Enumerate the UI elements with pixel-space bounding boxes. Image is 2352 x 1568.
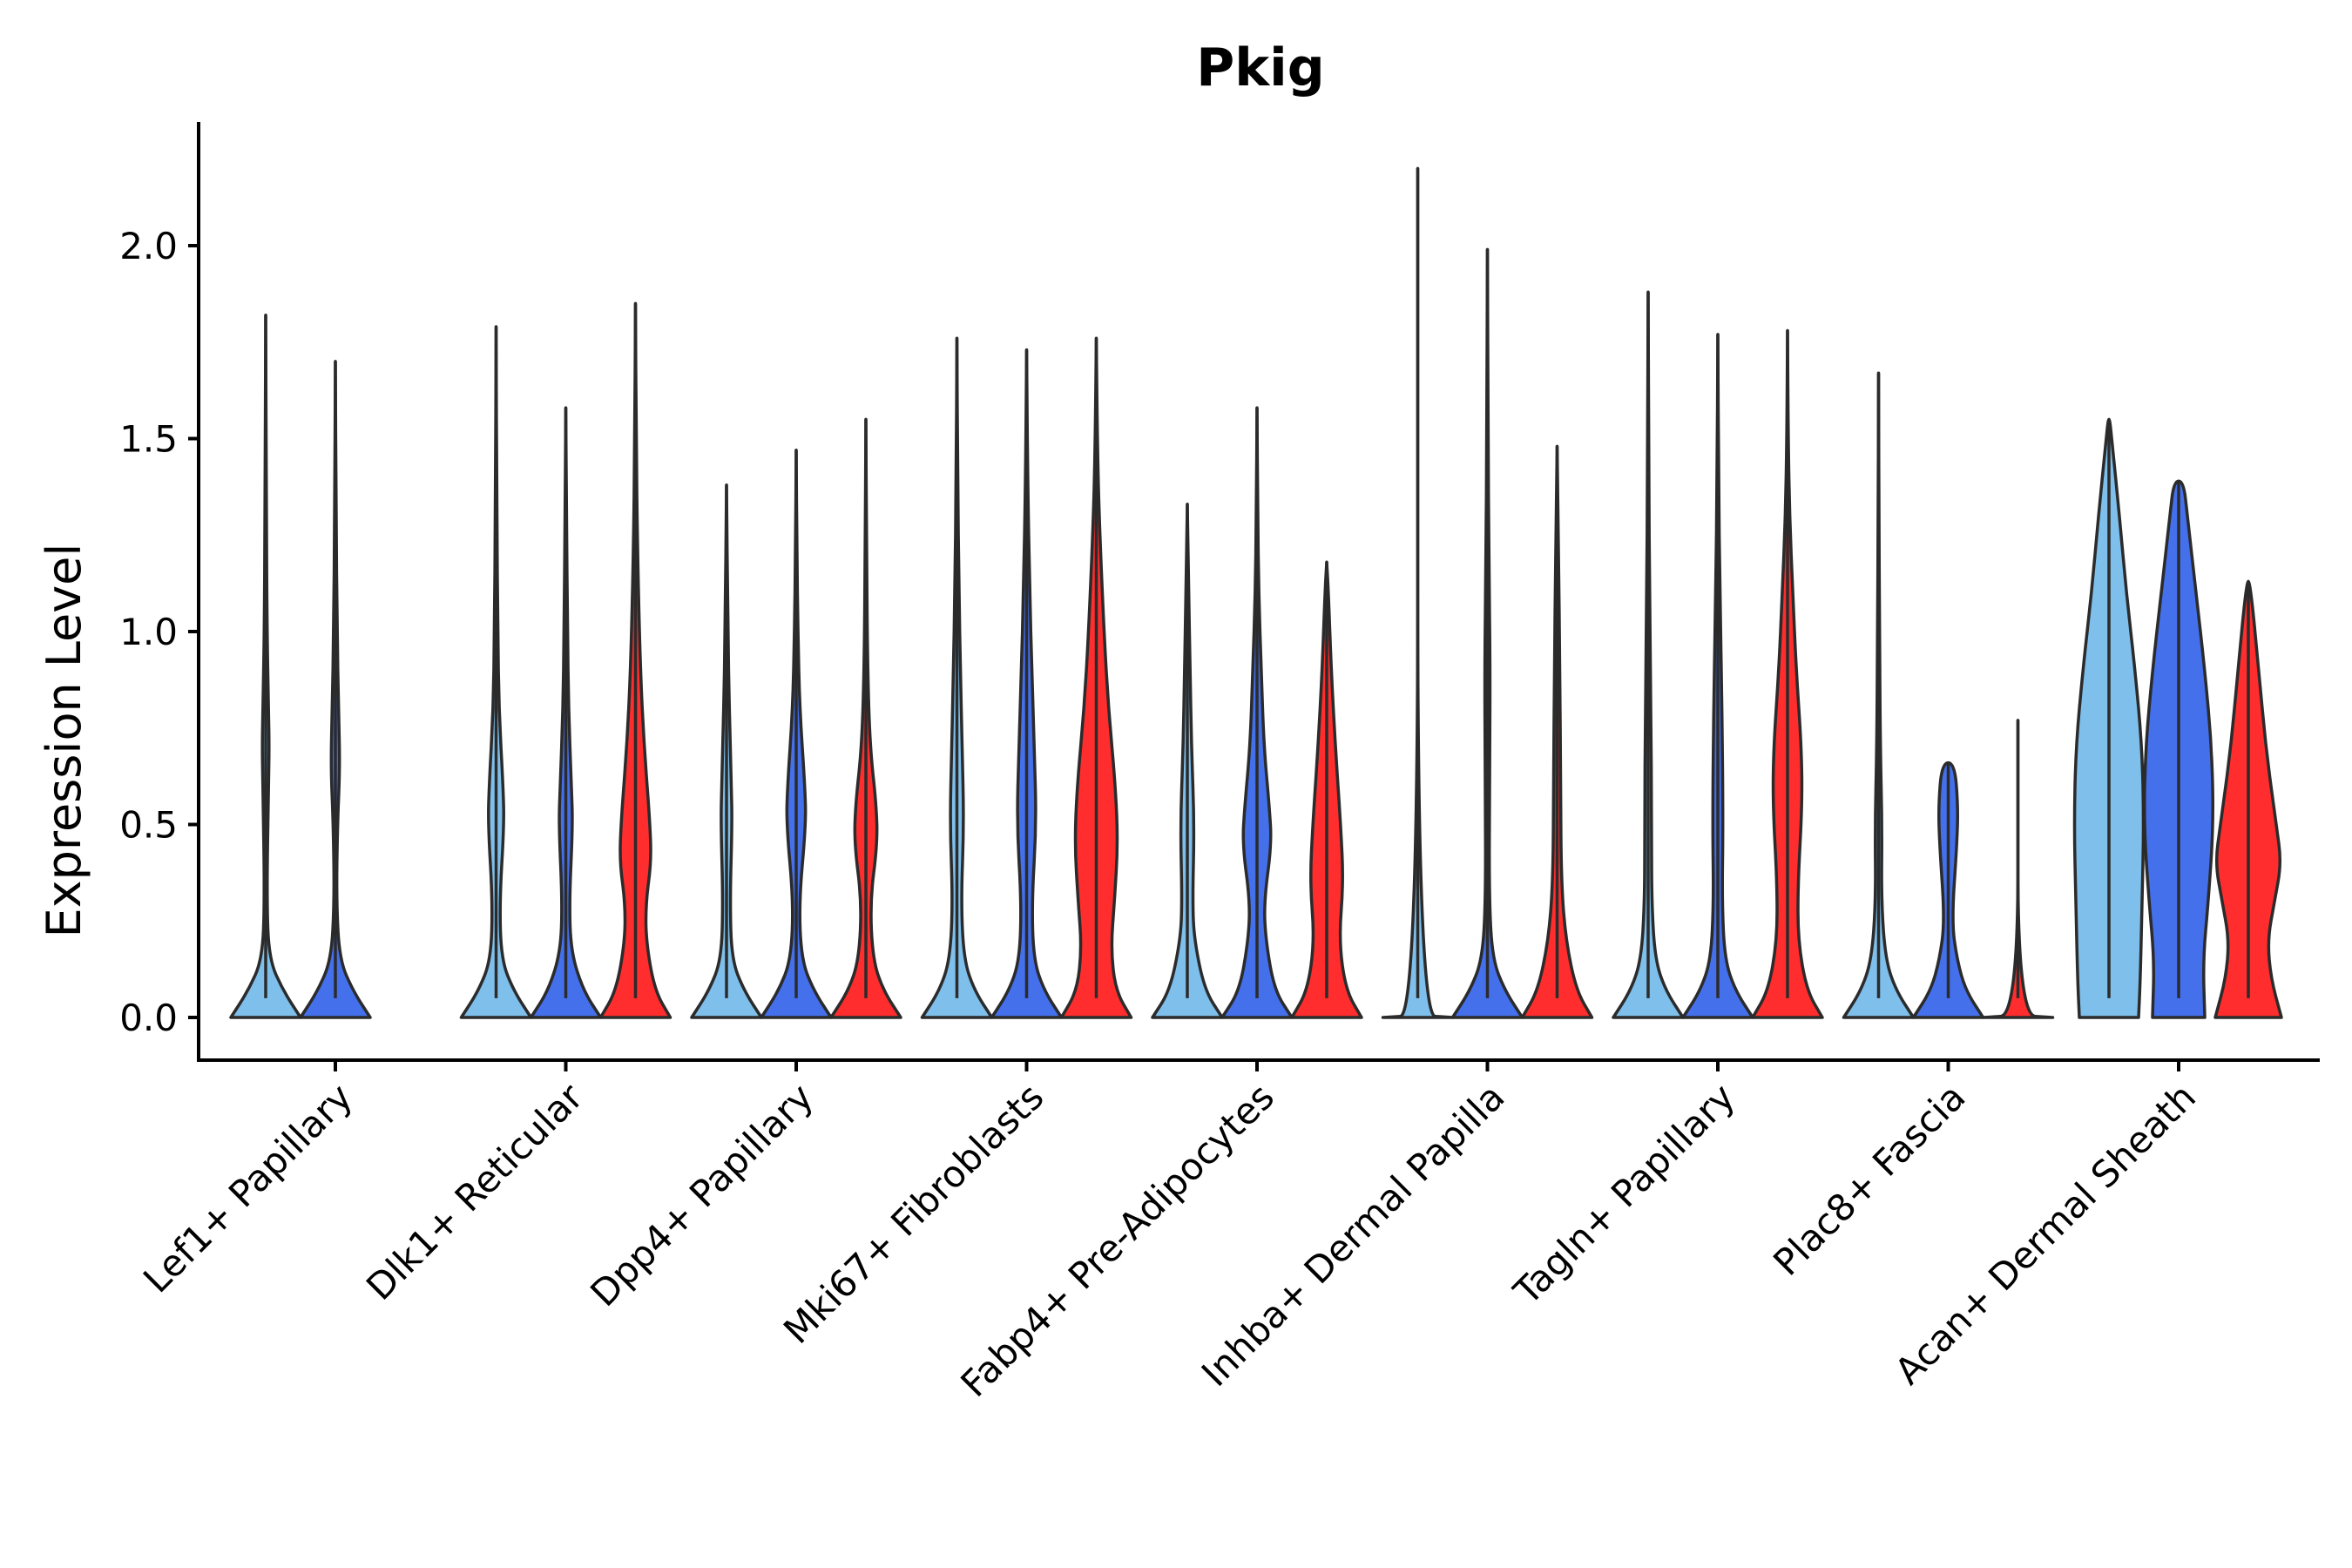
y-tick-label: 1.5 — [119, 418, 178, 461]
chart-title: Pkig — [1196, 37, 1324, 98]
y-tick-label: 0.5 — [119, 804, 178, 847]
y-tick-label: 0.0 — [119, 997, 178, 1039]
x-tick-label: Mki67+ Fibroblasts — [775, 1075, 1051, 1351]
y-tick-label: 1.0 — [119, 611, 178, 653]
y-tick-label: 2.0 — [119, 225, 178, 267]
x-tick-label: Dpp4+ Papillary — [582, 1075, 821, 1315]
x-tick-label: Plac8+ Fascia — [1765, 1075, 1973, 1283]
x-tick-label: Tagln+ Papillary — [1505, 1075, 1743, 1313]
x-tick-label: Dlk1+ Reticular — [358, 1075, 591, 1308]
x-tick-label: Lef1+ Papillary — [135, 1075, 361, 1301]
y-axis-label: Expression Level — [37, 544, 91, 938]
violin-layer — [229, 166, 2283, 1019]
y-axis-ticks: 0.0 0.5 1.0 1.5 2.0 — [119, 225, 199, 1039]
